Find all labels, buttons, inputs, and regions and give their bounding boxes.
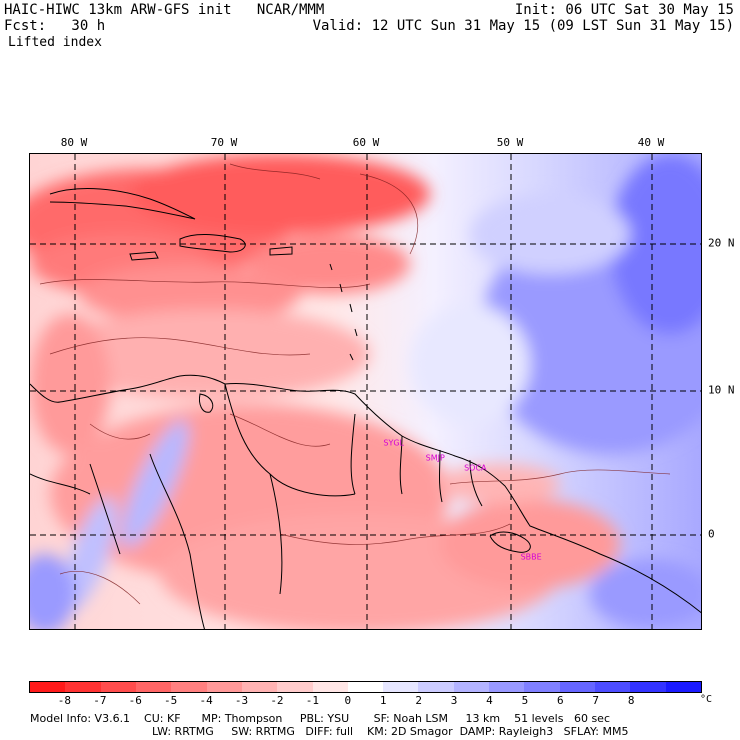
colorbar-cell <box>241 682 278 692</box>
colorbar-cell <box>171 682 207 692</box>
graticule <box>30 154 701 629</box>
colorbar-tick-label: -3 <box>234 694 249 707</box>
colorbar-tick-label: 4 <box>486 694 493 707</box>
colorbar-tick-label: 6 <box>557 694 564 707</box>
colorbar-cell <box>665 682 701 692</box>
colorbar-cell <box>383 682 419 692</box>
colorbar-cell <box>135 682 172 692</box>
forecast-hour: Fcst: 30 h <box>4 18 106 34</box>
colorbar-tick-label: -4 <box>199 694 213 707</box>
lon-label-80w: 80 W <box>60 136 88 149</box>
init-time: Init: 06 UTC Sat 30 May 15 <box>514 2 734 18</box>
colorbar-tick-label: 8 <box>627 694 635 707</box>
lat-label-20n: 20 N <box>708 236 735 250</box>
title-left: HAIC-HIWC 13km ARW-GFS init NCAR/MMM <box>4 2 325 18</box>
colorbar-tick-label: -8 <box>57 694 72 707</box>
station-sygl: SYGL <box>383 438 405 448</box>
colorbar <box>29 681 702 693</box>
station-soca: SOCA <box>464 463 487 473</box>
colorbar-cell <box>595 682 631 692</box>
colorbar-tick-label: -2 <box>270 694 284 707</box>
lifted-index-map: SYGL SMJP SOCA SBBE <box>29 153 702 630</box>
station-smjp: SMJP <box>425 453 445 463</box>
colorbar-tick-label: 5 <box>521 694 529 707</box>
coastlines <box>30 188 701 629</box>
lon-label-70w: 70 W <box>210 136 238 149</box>
field-name: Lifted index <box>8 35 102 50</box>
colorbar-cell <box>559 682 595 692</box>
colorbar-tick-label: 1 <box>379 694 387 707</box>
lon-label-40w: 40 W <box>637 136 665 149</box>
colorbar-cell <box>524 682 560 692</box>
lat-label-10n: 10 N <box>708 383 735 397</box>
colorbar-cell <box>100 682 136 692</box>
station-sbbe: SBBE <box>520 552 542 562</box>
colorbar-tick-label: 7 <box>592 694 600 707</box>
map-canvas <box>30 154 701 629</box>
colorbar-tick-label: -1 <box>305 694 319 707</box>
li-field <box>30 154 701 629</box>
valid-time: Valid: 12 UTC Sun 31 May 15 (09 LST Sun … <box>312 18 734 34</box>
colorbar-unit: °C <box>700 694 713 705</box>
colorbar-cell <box>453 682 490 692</box>
colorbar-cell <box>418 682 454 692</box>
colorbar-tick-label: 0 <box>344 694 352 707</box>
lat-label-0: 0 <box>708 527 715 541</box>
colorbar-tick-label: 3 <box>450 694 458 707</box>
colorbar-cell <box>277 682 313 692</box>
colorbar-cell <box>312 682 348 692</box>
colorbar-cell <box>489 682 525 692</box>
colorbar-tick-label: -6 <box>128 694 142 707</box>
colorbar-cell <box>65 682 101 692</box>
model-info-line2: LW: RRTMG SW: RRTMG DIFF: full KM: 2D Sm… <box>152 725 629 738</box>
colorbar-cell <box>347 682 384 692</box>
li-contours <box>39 163 671 605</box>
colorbar-tick-label: 2 <box>415 694 422 707</box>
colorbar-cell <box>206 682 242 692</box>
colorbar-cell <box>30 682 66 692</box>
lon-label-50w: 50 W <box>496 136 524 149</box>
lon-label-60w: 60 W <box>352 136 380 149</box>
model-info-line1: Model Info: V3.6.1 CU: KF MP: Thompson P… <box>30 712 610 725</box>
colorbar-tick-label: -7 <box>93 694 107 707</box>
colorbar-tick-label: -5 <box>164 694 178 707</box>
colorbar-cell <box>630 682 666 692</box>
